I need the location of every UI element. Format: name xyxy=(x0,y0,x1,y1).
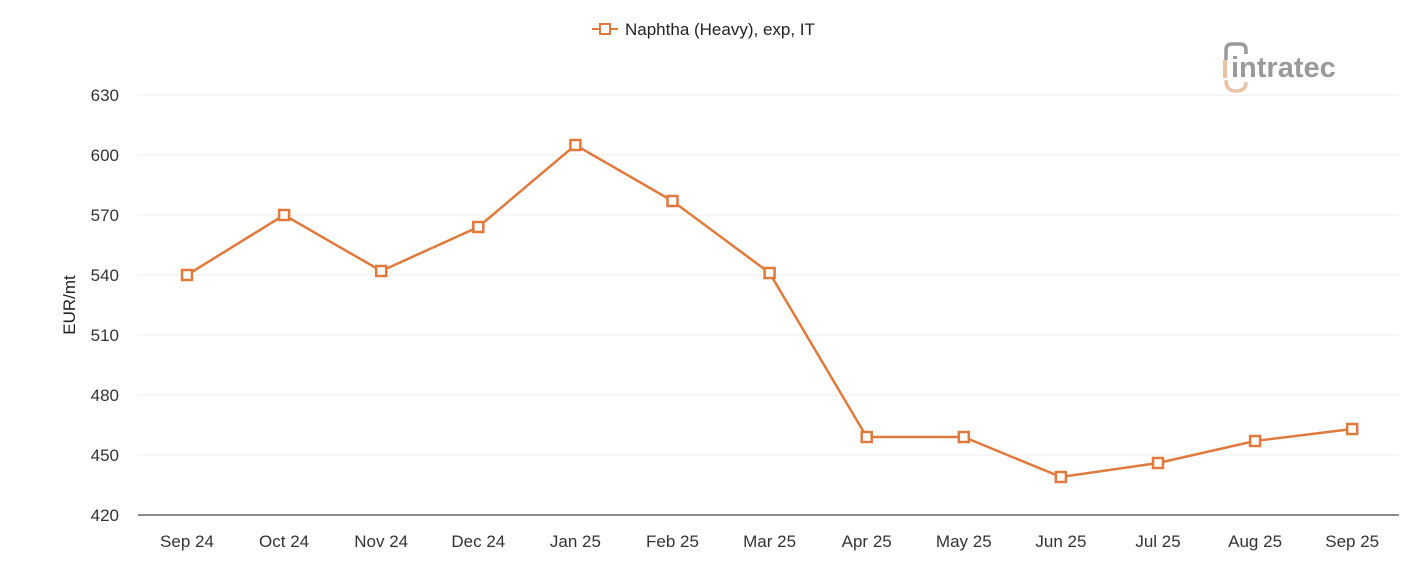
x-tick-label: May 25 xyxy=(936,532,992,551)
y-axis-ticks: 420 450 480 510 540 570 600 630 xyxy=(91,86,119,525)
logo-bar-icon xyxy=(1223,60,1227,78)
series-markers xyxy=(180,138,1359,484)
x-tick-label: Jul 25 xyxy=(1135,532,1180,551)
data-point-marker[interactable] xyxy=(666,194,679,208)
y-tick-label: 510 xyxy=(91,326,119,345)
x-tick-label: Sep 25 xyxy=(1325,532,1379,551)
data-point-marker[interactable] xyxy=(957,430,971,444)
x-tick-label: Dec 24 xyxy=(451,532,505,551)
legend[interactable]: Naphtha (Heavy), exp, IT xyxy=(592,20,815,39)
data-point-marker[interactable] xyxy=(180,268,194,282)
x-tick-label: Aug 25 xyxy=(1228,532,1282,551)
legend-square-marker-icon xyxy=(599,23,611,35)
series-line xyxy=(186,143,1353,479)
x-tick-label: Jan 25 xyxy=(550,532,601,551)
gridlines xyxy=(138,94,1399,456)
x-tick-label: Nov 24 xyxy=(354,532,408,551)
x-tick-label: Jun 25 xyxy=(1035,532,1086,551)
y-tick-label: 570 xyxy=(91,206,119,225)
data-point-marker[interactable] xyxy=(1345,422,1359,436)
x-tick-label: Mar 25 xyxy=(743,532,796,551)
y-tick-label: 450 xyxy=(91,446,119,465)
y-tick-label: 630 xyxy=(91,86,119,105)
y-tick-label: 420 xyxy=(91,506,119,525)
logo-arc-accent-icon xyxy=(1224,79,1248,93)
data-point-marker[interactable] xyxy=(1054,470,1068,484)
intratec-logo: intratec xyxy=(1223,42,1336,93)
watermark-text: intratec xyxy=(1231,52,1336,84)
data-point-marker[interactable] xyxy=(763,266,776,280)
y-tick-label: 540 xyxy=(91,266,119,285)
y-axis-label: EUR/mt xyxy=(60,275,79,335)
legend-label: Naphtha (Heavy), exp, IT xyxy=(625,20,815,39)
data-point-marker[interactable] xyxy=(472,220,485,234)
x-axis-ticks: Sep 24 Oct 24 Nov 24 Dec 24 Jan 25 Feb 25 Mar … xyxy=(160,532,1379,551)
logo-arc-icon xyxy=(1224,42,1248,60)
data-point-marker[interactable] xyxy=(1248,434,1262,448)
x-tick-label: Apr 25 xyxy=(842,532,892,551)
data-point-marker[interactable] xyxy=(1151,456,1165,470)
x-tick-label: Feb 25 xyxy=(646,532,699,551)
y-tick-label: 480 xyxy=(91,386,119,405)
x-tick-label: Oct 24 xyxy=(259,532,309,551)
data-point-marker[interactable] xyxy=(374,264,388,278)
data-point-marker[interactable] xyxy=(569,138,582,152)
data-point-marker[interactable] xyxy=(860,430,873,444)
data-point-marker[interactable] xyxy=(277,208,291,222)
x-tick-label: Sep 24 xyxy=(160,532,214,551)
y-tick-label: 600 xyxy=(91,146,119,165)
